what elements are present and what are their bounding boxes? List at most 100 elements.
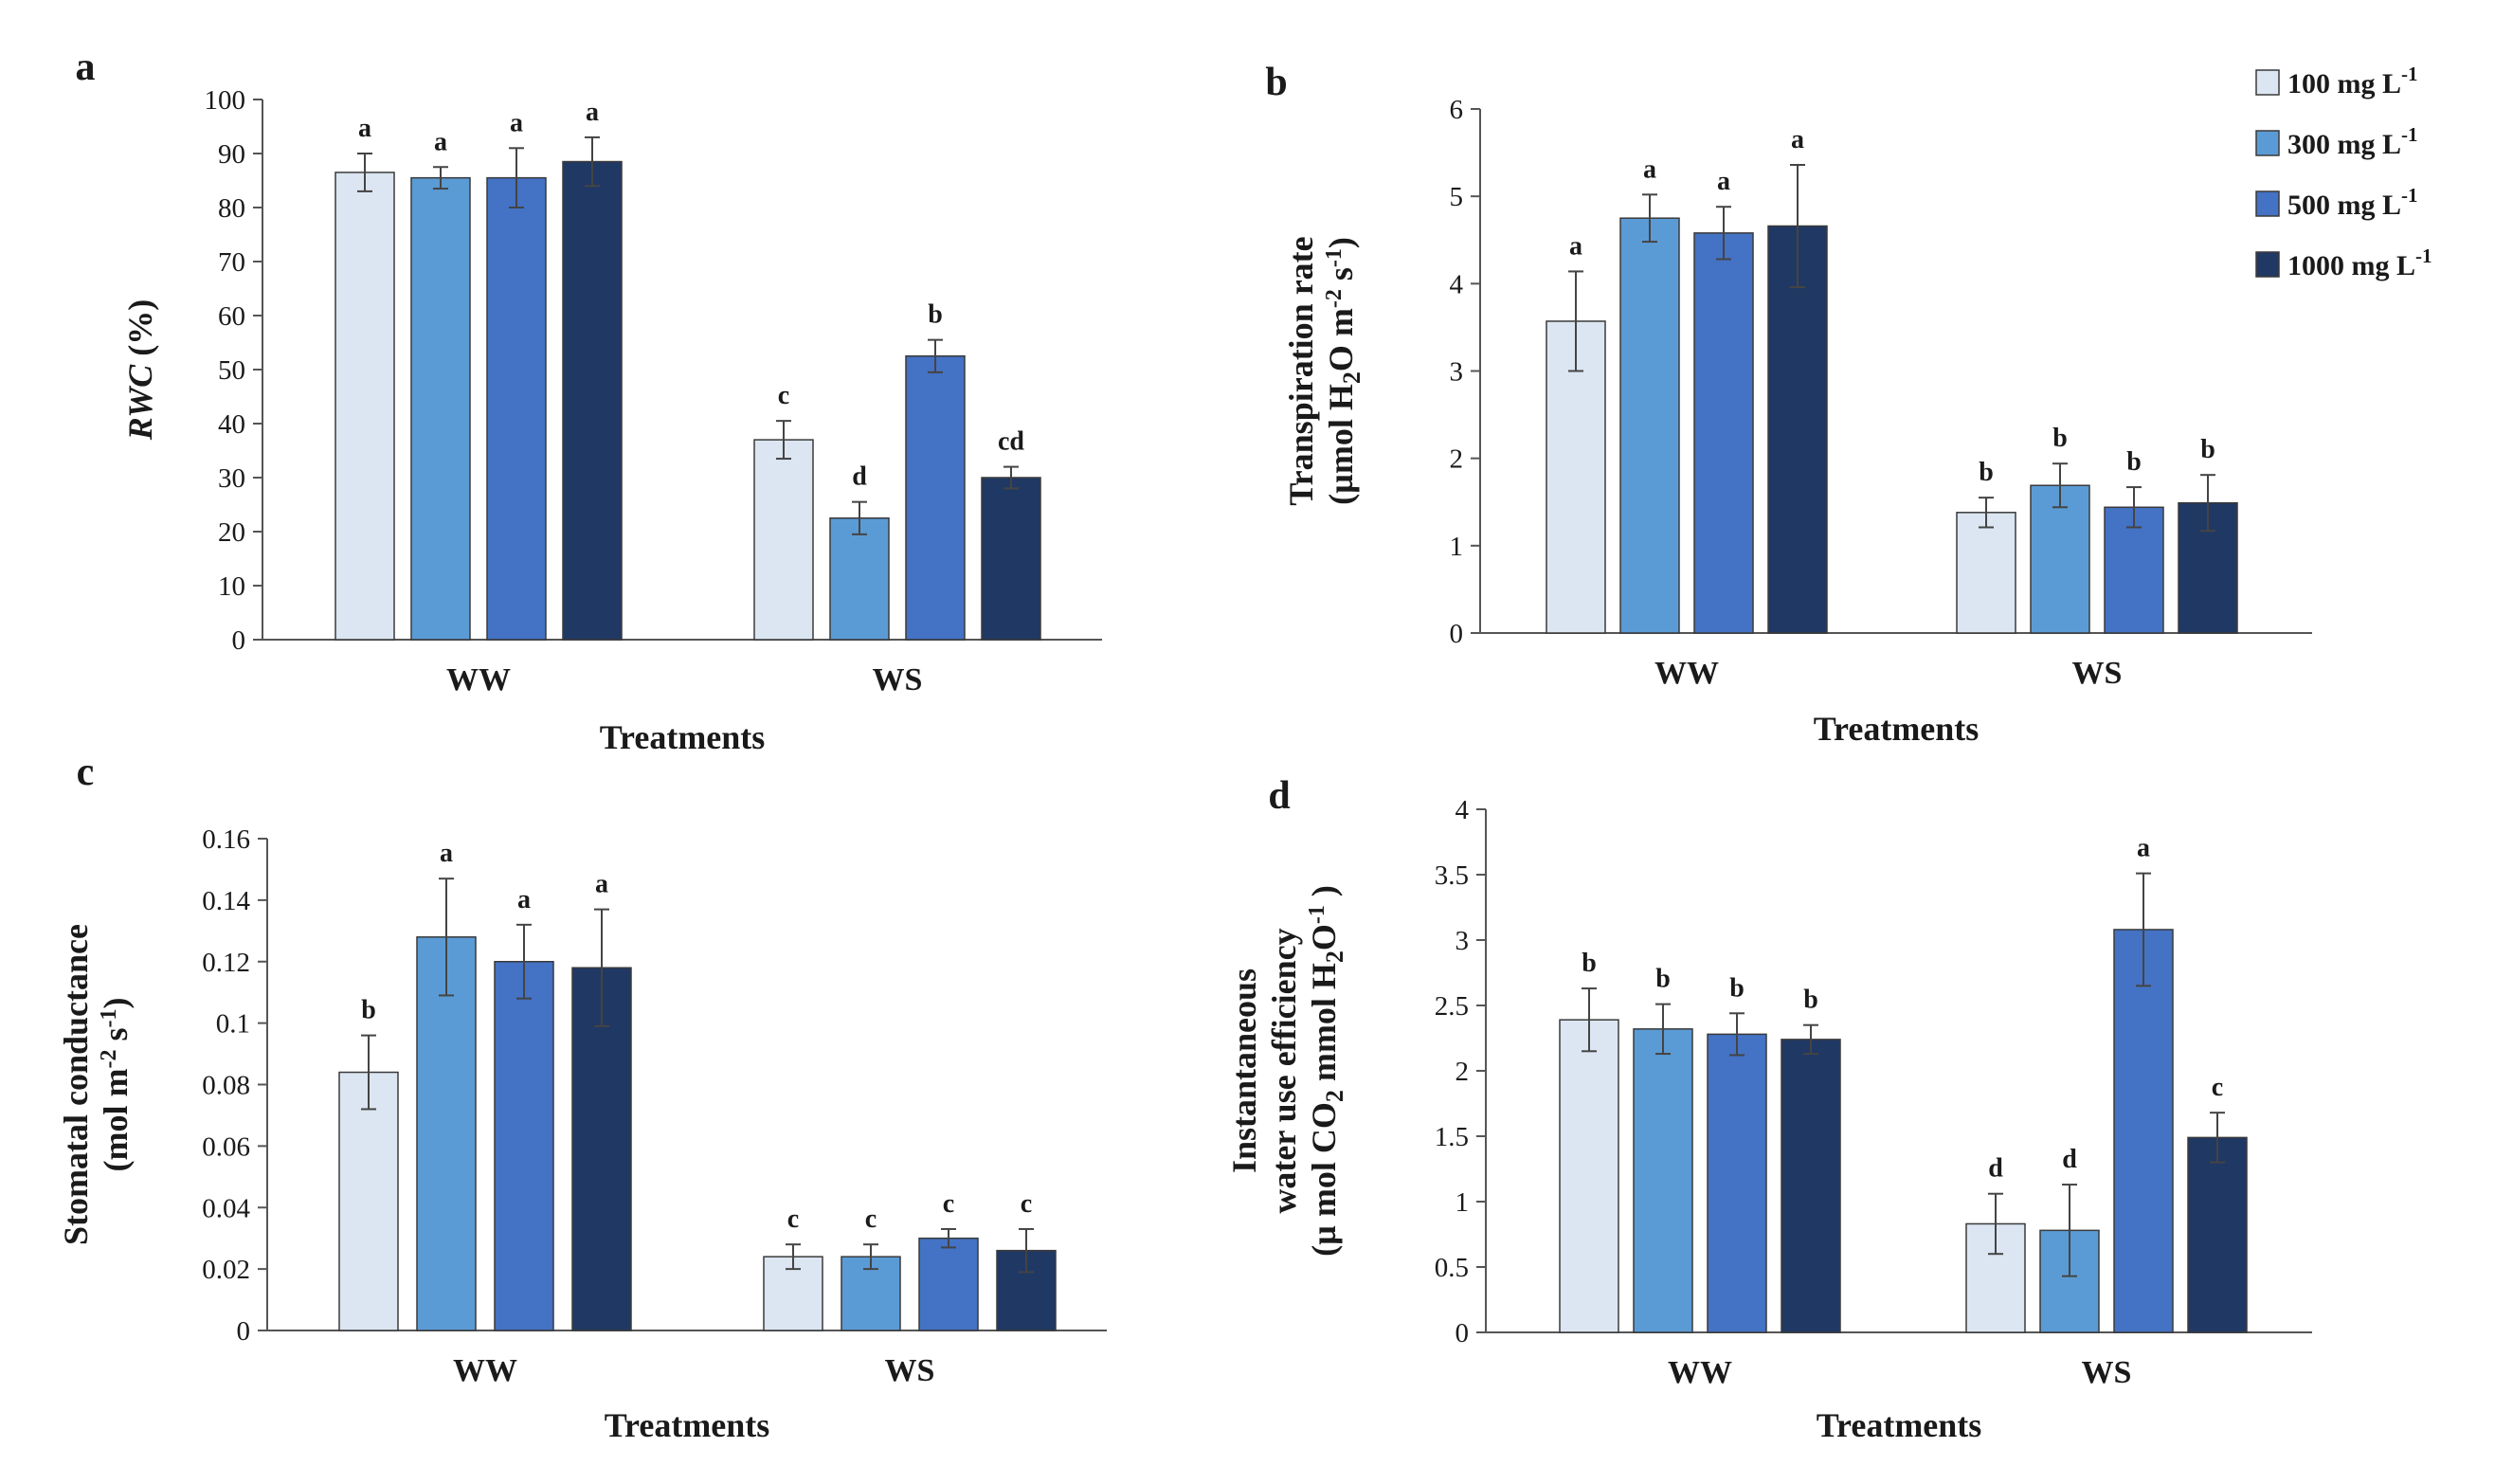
legend-label-text: 100 mg L xyxy=(2287,68,2401,100)
legend-swatch xyxy=(2255,251,2280,278)
text-run: Stomatal conductance xyxy=(57,924,95,1245)
bar-ww-series-4 xyxy=(1781,1039,1841,1333)
bar-ws-series-3 xyxy=(2113,929,2174,1333)
y-axis-title: RWC (%) xyxy=(121,299,159,441)
significance-letter: c xyxy=(865,1204,877,1234)
significance-letter: c xyxy=(1021,1189,1032,1219)
significance-letter: a xyxy=(517,885,531,914)
y-tick-label: 3.5 xyxy=(1435,860,1469,891)
y-tick-label: 100 xyxy=(205,85,246,116)
text-run: 2 xyxy=(1338,371,1365,384)
text-run: ) xyxy=(1305,885,1343,905)
y-axis-title-line: (µ mol CO2 mmol H2O-1 ) xyxy=(1305,885,1348,1257)
y-tick-label: 50 xyxy=(218,355,245,386)
significance-letter: a xyxy=(586,98,599,127)
y-tick-label: 0 xyxy=(1455,1318,1470,1348)
y-tick-label: 3 xyxy=(1455,926,1470,956)
bar-ww-series-4 xyxy=(571,967,632,1331)
y-tick-label: 0.06 xyxy=(202,1131,250,1162)
y-axis-title-line: Stomatal conductance xyxy=(57,924,95,1245)
text-run: O m xyxy=(1322,308,1360,371)
bar-ws-series-1 xyxy=(1956,512,2016,634)
y-tick-label: 3 xyxy=(1450,357,1464,388)
x-category-label: WS xyxy=(2082,1355,2132,1390)
significance-letter: b xyxy=(2200,435,2215,464)
y-tick-label: 0.08 xyxy=(202,1071,250,1101)
significance-letter: b xyxy=(1582,949,1597,978)
panel-c-stomatal-conductance-chart: c 0 0.02 0.04 0.06 0.08 0.1 0.12 0.14 0.16 b a a a WW c… xyxy=(57,751,1107,1444)
y-tick-label: 60 xyxy=(218,301,245,332)
bar-ww-series-2 xyxy=(1633,1028,1693,1333)
text-run: (µmol H xyxy=(1322,384,1360,505)
significance-letter: d xyxy=(1988,1154,2003,1184)
bar-ww-series-3 xyxy=(1693,232,1754,634)
bar-ws-series-3 xyxy=(918,1237,979,1331)
y-tick-label: 80 xyxy=(218,193,245,224)
y-tick-label: 0.04 xyxy=(202,1193,250,1223)
bar-ww-series-3 xyxy=(486,176,547,641)
text-run: 2 xyxy=(1321,1090,1348,1102)
x-axis-title: Treatments xyxy=(1814,710,1980,748)
significance-letter: a xyxy=(434,127,447,156)
panel-label: c xyxy=(77,751,95,794)
bar-ws-series-1 xyxy=(753,439,814,641)
y-tick-label: 0.16 xyxy=(202,824,250,855)
y-tick-label: 0 xyxy=(232,625,246,656)
legend-label: 100 mg L-1 xyxy=(2287,63,2418,100)
text-run: (mol m xyxy=(97,1069,135,1172)
text-run: -2 xyxy=(1322,289,1347,308)
x-category-label: WW xyxy=(1654,656,1719,691)
y-axis-title-line: (mol m-2 s-1) xyxy=(97,998,135,1172)
y-tick-label: 40 xyxy=(218,409,245,440)
bar-ww-series-4 xyxy=(562,160,623,641)
y-tick-label: 1 xyxy=(1450,532,1464,562)
bar-ww-series-2 xyxy=(1619,217,1680,634)
x-category-label: WW xyxy=(446,662,511,697)
text-run: s xyxy=(1322,267,1360,289)
x-axis-title: Treatments xyxy=(1817,1406,1982,1444)
significance-letter: d xyxy=(852,462,867,492)
bar-ww-series-2 xyxy=(410,176,471,641)
bar-ww-series-3 xyxy=(1707,1033,1767,1333)
legend-label: 1000 mg L-1 xyxy=(2287,244,2432,281)
significance-letter: b xyxy=(928,300,943,330)
legend-swatch xyxy=(2255,190,2280,217)
y-tick-label: 1.5 xyxy=(1435,1122,1469,1152)
bar-ws-series-3 xyxy=(905,355,966,641)
y-tick-label: 4 xyxy=(1455,795,1470,825)
y-tick-label: 6 xyxy=(1450,95,1464,125)
text-run: water use efficiency xyxy=(1265,928,1303,1213)
y-axis-title-line: (µmol H2O m-2 s-1) xyxy=(1322,237,1365,505)
y-tick-label: 5 xyxy=(1450,182,1464,212)
significance-letter: b xyxy=(1803,986,1818,1015)
y-axis-title-line: Instantaneous xyxy=(1225,968,1263,1173)
text-run: 2 xyxy=(1321,950,1348,963)
text-run: (%) xyxy=(121,299,159,365)
significance-letter: a xyxy=(1643,154,1656,184)
x-axis-title: Treatments xyxy=(600,718,766,756)
significance-letter: b xyxy=(1729,973,1745,1003)
legend-label-superscript: -1 xyxy=(2415,244,2432,267)
x-category-label: WS xyxy=(873,662,923,697)
text-run: (µ mol CO xyxy=(1305,1102,1343,1257)
text-run: -2 xyxy=(97,1050,121,1069)
y-tick-label: 10 xyxy=(218,571,245,602)
significance-letter: a xyxy=(1791,125,1804,154)
legend-label-superscript: -1 xyxy=(2401,184,2418,207)
text-run: ) xyxy=(1322,237,1360,248)
significance-letter: a xyxy=(595,870,608,899)
x-category-label: WW xyxy=(1668,1355,1732,1390)
legend-label: 500 mg L-1 xyxy=(2287,184,2418,221)
bar-ww-series-1 xyxy=(1546,320,1606,634)
y-tick-label: 20 xyxy=(218,517,245,548)
y-tick-label: 2 xyxy=(1450,444,1464,475)
text-run: RWC xyxy=(121,364,159,441)
text-run: -1 xyxy=(1305,905,1329,924)
bar-ww-series-3 xyxy=(494,961,554,1331)
y-tick-label: 2 xyxy=(1455,1057,1470,1087)
text-run: Transpiration rate xyxy=(1282,236,1320,505)
x-category-label: WS xyxy=(2072,656,2123,691)
legend-label-superscript: -1 xyxy=(2401,63,2418,85)
y-tick-label: 90 xyxy=(218,139,245,170)
